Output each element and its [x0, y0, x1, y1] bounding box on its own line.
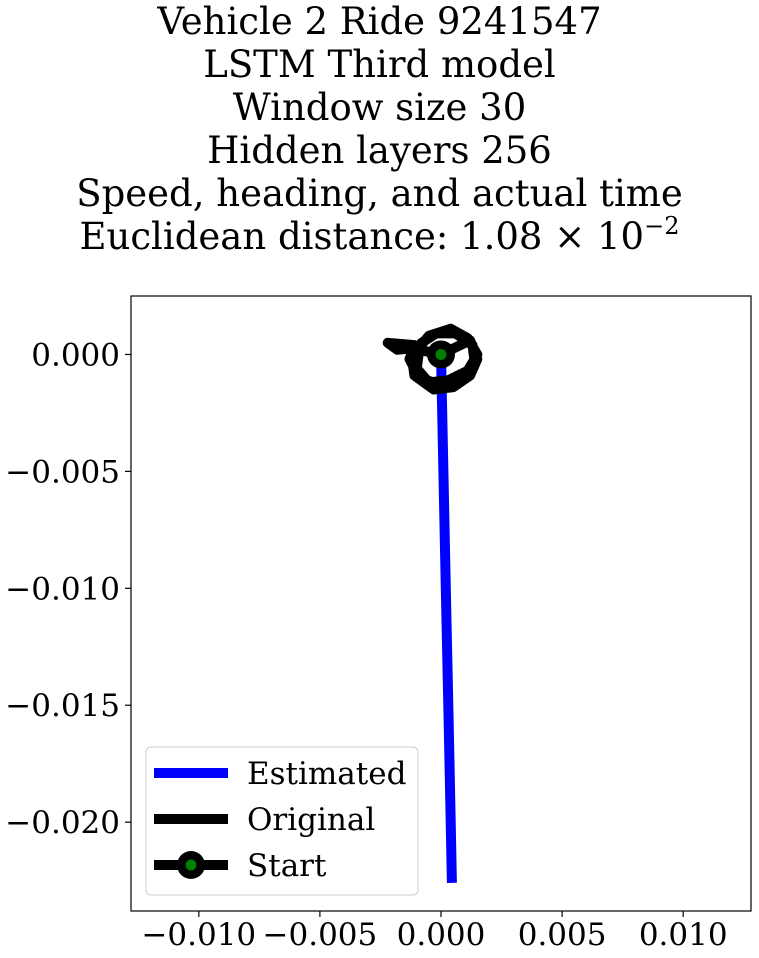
x-tick-label: 0.000 [397, 917, 486, 953]
legend-box [145, 746, 419, 896]
title-line: LSTM Third model [203, 43, 556, 86]
distance-base: 10 [597, 215, 645, 258]
distance-prefix: Euclidean distance: 1.08 [79, 215, 543, 258]
series-line-original [382, 323, 483, 395]
x-tick-label: 0.010 [639, 917, 728, 953]
y-tick-label: −0.005 [5, 454, 120, 490]
legend-label-start: Start [247, 848, 327, 884]
legend-label-original: Original [247, 802, 375, 838]
start-marker-inner [435, 348, 447, 360]
chart-title: Vehicle 2 Ride 9241547 LSTM Third model … [0, 0, 759, 258]
y-tick-label: −0.020 [5, 805, 120, 841]
y-tick-label: −0.015 [5, 688, 120, 724]
title-line: Speed, heading, and actual time [76, 172, 683, 215]
title-line: Hidden layers 256 [207, 129, 552, 172]
legend-label-estimated: Estimated [247, 756, 406, 792]
distance-times: × [554, 215, 586, 258]
x-tick-label: 0.005 [518, 917, 607, 953]
y-tick-label: 0.000 [31, 337, 120, 373]
series-line-estimated [436, 354, 457, 883]
title-line: Vehicle 2 Ride 9241547 [157, 0, 602, 43]
y-tick-label: −0.010 [5, 571, 120, 607]
x-tick-label: −0.005 [263, 917, 378, 953]
x-tick-label: −0.010 [141, 917, 256, 953]
legend: Estimated Original Start [145, 746, 419, 896]
distance-exponent: −2 [644, 212, 680, 240]
series-layer [382, 323, 483, 883]
title-line: Window size 30 [232, 86, 527, 129]
legend-marker-start-inner [185, 859, 197, 871]
distance-title-line: Euclidean distance: 1.08 × 10−2 [0, 212, 759, 258]
axis-ticks: −0.010 −0.005 0.000 0.005 0.0100.000−0.005−0… [5, 337, 727, 953]
